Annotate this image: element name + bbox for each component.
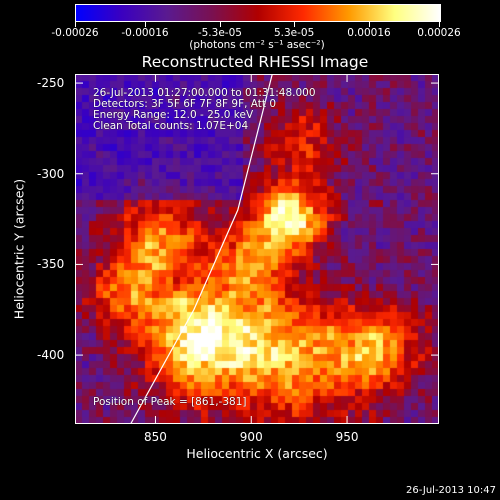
colorbar-units: (photons cm⁻² s⁻¹ asec⁻²) bbox=[189, 39, 325, 51]
render-timestamp: 26-Jul-2013 10:47 bbox=[405, 485, 496, 496]
y-axis-label: Heliocentric Y (arcsec) bbox=[11, 178, 27, 320]
y-tick-label: -300 bbox=[37, 166, 65, 181]
solar-limb bbox=[130, 74, 273, 424]
x-tick-label: 900 bbox=[239, 430, 263, 444]
annotation-detectors: Detectors: 3F 5F 6F 7F 8F 9F, Att 0 bbox=[93, 98, 277, 110]
colorbar-tick-label: -5.3e-05 bbox=[197, 27, 242, 39]
y-tick-label: -250 bbox=[37, 76, 65, 91]
plot-title: Reconstructed RHESSI Image bbox=[141, 53, 369, 71]
colorbar-tick-mark bbox=[219, 21, 221, 27]
colorbar-tick-label: -0.00026 bbox=[51, 27, 99, 39]
colorbar-tick-mark bbox=[294, 21, 296, 27]
x-axis-label: Heliocentric X (arcsec) bbox=[186, 446, 328, 461]
annotation-peak: Position of Peak = [861,-381] bbox=[93, 396, 247, 408]
annotation-clean: Clean Total counts: 1.07E+04 bbox=[93, 120, 249, 132]
solar-limb-line bbox=[130, 74, 273, 424]
colorbar-tick-mark bbox=[369, 21, 370, 27]
colorbar-tick-label: -0.00016 bbox=[121, 27, 169, 39]
colorbar-tick-label: 5.3e-05 bbox=[273, 27, 315, 39]
colorbar bbox=[75, 4, 441, 22]
y-tick-label: -400 bbox=[37, 348, 65, 363]
annotation-energy: Energy Range: 12.0 - 25.0 keV bbox=[93, 109, 254, 121]
x-tick-label: 950 bbox=[335, 430, 359, 444]
colorbar-tick-mark bbox=[145, 21, 146, 27]
annotation-time: 26-Jul-2013 01:27:00.000 to 01:31:48.000 bbox=[93, 87, 316, 99]
x-tick-label: 850 bbox=[144, 430, 167, 444]
colorbar-gradient bbox=[76, 5, 440, 21]
colorbar-tick-mark bbox=[439, 21, 440, 27]
y-tick-label: -350 bbox=[37, 257, 65, 272]
image-plot bbox=[75, 74, 439, 424]
colorbar-tick-label: 0.00026 bbox=[417, 27, 461, 39]
colorbar-tick-label: 0.00016 bbox=[347, 27, 391, 39]
colorbar-tick-mark bbox=[75, 21, 76, 27]
